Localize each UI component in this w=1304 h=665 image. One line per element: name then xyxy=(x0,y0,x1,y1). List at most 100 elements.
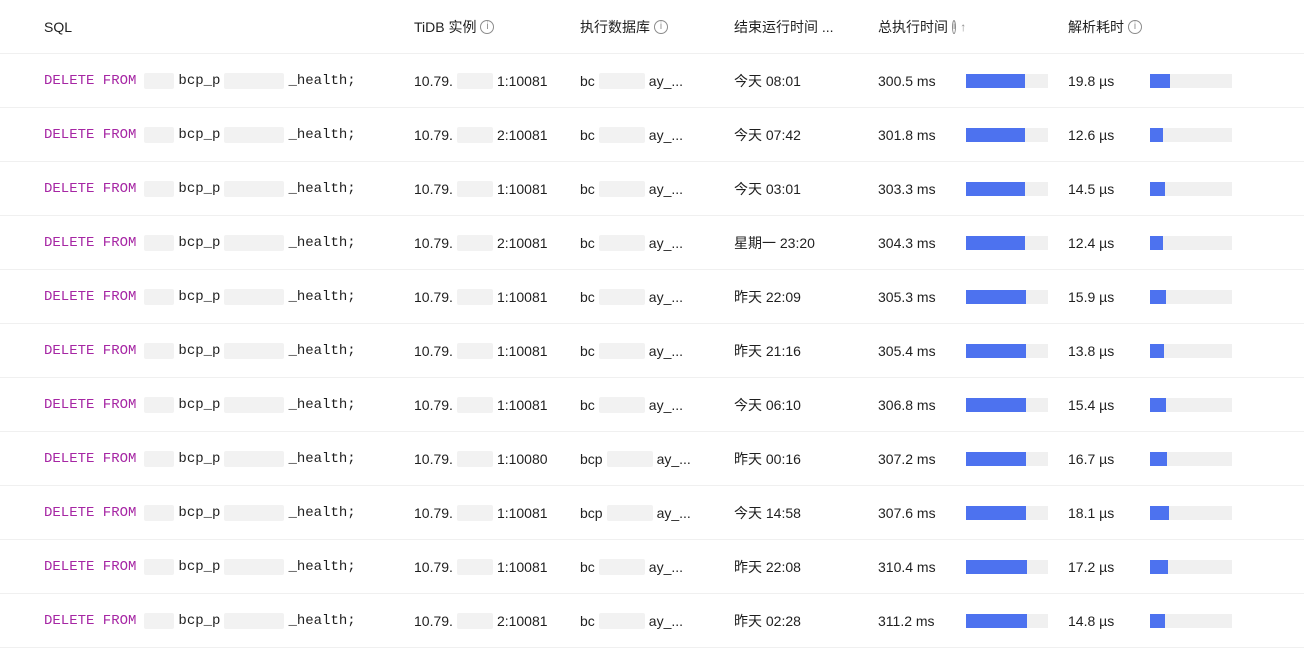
cell-instance: 10.79.1:10081 xyxy=(406,343,572,359)
cell-exec-bar xyxy=(966,614,1060,628)
cell-exec-bar xyxy=(966,506,1060,520)
cell-sql[interactable]: DELETE FROM bcp_p_health; xyxy=(0,559,406,575)
bar-fill xyxy=(1150,506,1169,520)
info-icon[interactable]: i xyxy=(654,20,668,34)
redacted-text xyxy=(224,235,284,251)
cell-sql[interactable]: DELETE FROM bcp_p_health; xyxy=(0,127,406,143)
redacted-text xyxy=(599,613,645,629)
sql-table-part: bcp_p xyxy=(178,235,220,251)
table-row[interactable]: DELETE FROM bcp_p_health;10.79.1:10081bc… xyxy=(0,378,1304,432)
end-time-text: 昨天 02:28 xyxy=(734,611,801,631)
table-row[interactable]: DELETE FROM bcp_p_health;10.79.1:10080bc… xyxy=(0,432,1304,486)
cell-exec-bar xyxy=(966,560,1060,574)
redacted-text xyxy=(224,289,284,305)
cell-exec-time: 304.3 ms xyxy=(870,235,966,251)
instance-text: 10.79. xyxy=(414,235,453,251)
sql-table-part: bcp_p xyxy=(178,397,220,413)
cell-exec-bar xyxy=(966,128,1060,142)
cell-sql[interactable]: DELETE FROM bcp_p_health; xyxy=(0,505,406,521)
info-icon[interactable]: i xyxy=(952,20,956,34)
column-header-database[interactable]: 执行数据库 i xyxy=(572,17,726,37)
redacted-text xyxy=(144,505,174,521)
db-text: bc xyxy=(580,559,595,575)
cell-instance: 10.79.1:10080 xyxy=(406,451,572,467)
cell-parse-time: 15.9 µs xyxy=(1060,289,1150,305)
instance-text: 1:10081 xyxy=(497,73,548,89)
redacted-text xyxy=(144,451,174,467)
cell-database: bcay_... xyxy=(572,559,726,575)
cell-parse-bar xyxy=(1150,182,1244,196)
db-text: ay_... xyxy=(649,235,683,251)
table-row[interactable]: DELETE FROM bcp_p_health;10.79.1:10081bc… xyxy=(0,162,1304,216)
column-header-parse-time[interactable]: 解析耗时 i xyxy=(1060,17,1150,37)
cell-exec-bar xyxy=(966,398,1060,412)
instance-text: 1:10081 xyxy=(497,289,548,305)
redacted-text xyxy=(144,181,174,197)
cell-instance: 10.79.2:10081 xyxy=(406,127,572,143)
cell-end-time: 昨天 22:08 xyxy=(726,557,870,577)
cell-end-time: 今天 03:01 xyxy=(726,179,870,199)
redacted-text xyxy=(599,235,645,251)
cell-sql[interactable]: DELETE FROM bcp_p_health; xyxy=(0,181,406,197)
bar-fill xyxy=(1150,236,1163,250)
cell-parse-bar xyxy=(1150,506,1244,520)
bar-fill xyxy=(1150,74,1170,88)
redacted-text xyxy=(457,235,493,251)
sql-keyword: DELETE FROM xyxy=(44,289,136,305)
cell-sql[interactable]: DELETE FROM bcp_p_health; xyxy=(0,73,406,89)
table-row[interactable]: DELETE FROM bcp_p_health;10.79.2:10081bc… xyxy=(0,594,1304,648)
table-row[interactable]: DELETE FROM bcp_p_health;10.79.1:10081bc… xyxy=(0,486,1304,540)
column-label: 结束运行时间 ... xyxy=(734,17,834,37)
cell-exec-time: 307.6 ms xyxy=(870,505,966,521)
cell-sql[interactable]: DELETE FROM bcp_p_health; xyxy=(0,343,406,359)
cell-parse-time: 14.5 µs xyxy=(1060,181,1150,197)
cell-sql[interactable]: DELETE FROM bcp_p_health; xyxy=(0,613,406,629)
instance-text: 10.79. xyxy=(414,505,453,521)
instance-text: 10.79. xyxy=(414,397,453,413)
cell-end-time: 昨天 21:16 xyxy=(726,341,870,361)
exec-time-text: 301.8 ms xyxy=(878,127,936,143)
column-header-end-time[interactable]: 结束运行时间 ... xyxy=(726,17,870,37)
sql-table-part: _health; xyxy=(288,73,355,89)
parse-time-text: 16.7 µs xyxy=(1068,451,1114,467)
table-row[interactable]: DELETE FROM bcp_p_health;10.79.1:10081bc… xyxy=(0,324,1304,378)
redacted-text xyxy=(457,505,493,521)
table-row[interactable]: DELETE FROM bcp_p_health;10.79.1:10081bc… xyxy=(0,270,1304,324)
cell-sql[interactable]: DELETE FROM bcp_p_health; xyxy=(0,289,406,305)
cell-database: bcay_... xyxy=(572,343,726,359)
sql-keyword: DELETE FROM xyxy=(44,235,136,251)
cell-parse-bar xyxy=(1150,290,1244,304)
cell-parse-time: 13.8 µs xyxy=(1060,343,1150,359)
column-header-sql[interactable]: SQL xyxy=(0,19,406,35)
cell-database: bcay_... xyxy=(572,613,726,629)
table-row[interactable]: DELETE FROM bcp_p_health;10.79.2:10081bc… xyxy=(0,108,1304,162)
sql-keyword: DELETE FROM xyxy=(44,613,136,629)
end-time-text: 昨天 22:09 xyxy=(734,287,801,307)
cell-parse-bar xyxy=(1150,452,1244,466)
table-body: DELETE FROM bcp_p_health;10.79.1:10081bc… xyxy=(0,54,1304,648)
end-time-text: 今天 08:01 xyxy=(734,71,801,91)
redacted-text xyxy=(224,127,284,143)
cell-parse-time: 12.6 µs xyxy=(1060,127,1150,143)
table-row[interactable]: DELETE FROM bcp_p_health;10.79.2:10081bc… xyxy=(0,216,1304,270)
sql-table-part: _health; xyxy=(288,127,355,143)
redacted-text xyxy=(144,613,174,629)
sql-keyword: DELETE FROM xyxy=(44,343,136,359)
cell-database: bcay_... xyxy=(572,181,726,197)
cell-database: bcpay_... xyxy=(572,505,726,521)
cell-sql[interactable]: DELETE FROM bcp_p_health; xyxy=(0,451,406,467)
cell-sql[interactable]: DELETE FROM bcp_p_health; xyxy=(0,397,406,413)
column-header-instance[interactable]: TiDB 实例 i xyxy=(406,17,572,37)
redacted-text xyxy=(457,613,493,629)
sql-table-part: _health; xyxy=(288,397,355,413)
cell-parse-bar xyxy=(1150,344,1244,358)
info-icon[interactable]: i xyxy=(480,20,494,34)
redacted-text xyxy=(457,343,493,359)
redacted-text xyxy=(224,397,284,413)
cell-sql[interactable]: DELETE FROM bcp_p_health; xyxy=(0,235,406,251)
exec-time-text: 305.3 ms xyxy=(878,289,936,305)
column-header-exec-time[interactable]: 总执行时间 i ↑ xyxy=(870,17,966,37)
table-row[interactable]: DELETE FROM bcp_p_health;10.79.1:10081bc… xyxy=(0,540,1304,594)
info-icon[interactable]: i xyxy=(1128,20,1142,34)
table-row[interactable]: DELETE FROM bcp_p_health;10.79.1:10081bc… xyxy=(0,54,1304,108)
